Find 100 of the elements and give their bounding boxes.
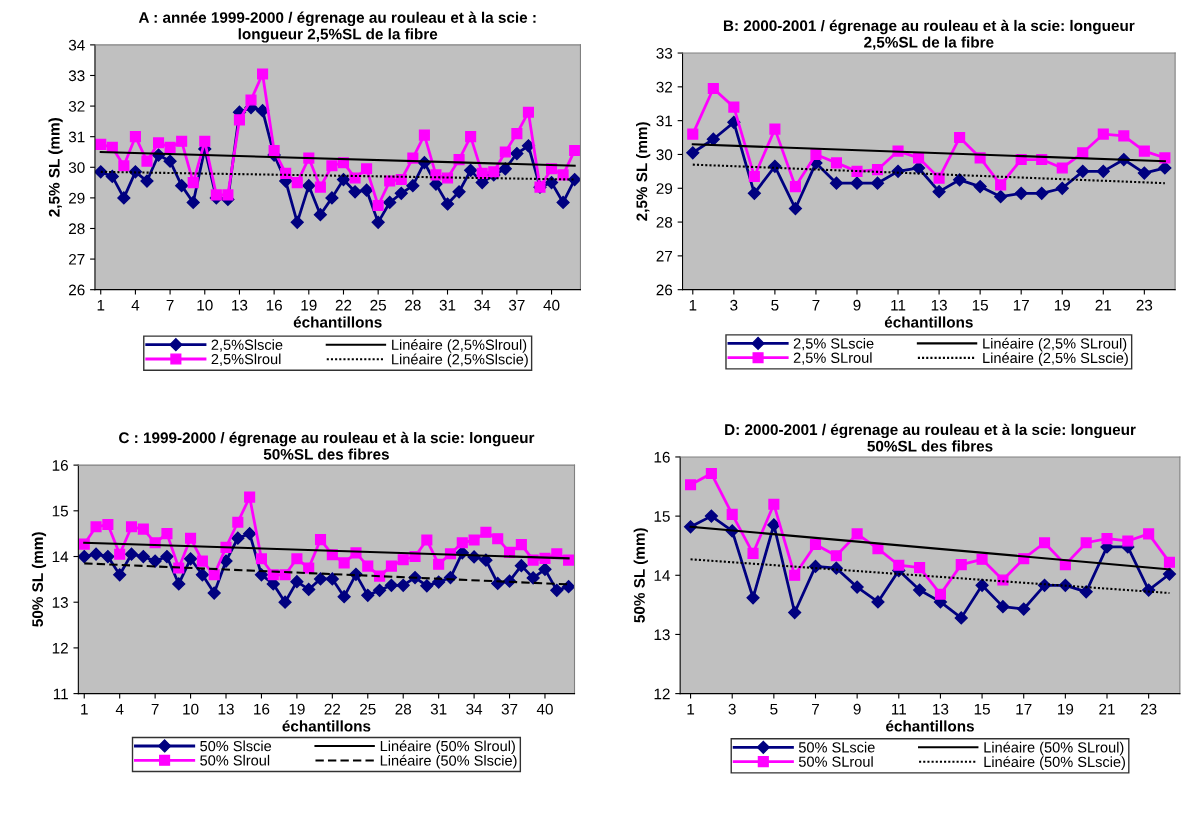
point bbox=[433, 558, 445, 570]
point bbox=[232, 516, 244, 528]
point bbox=[125, 521, 138, 533]
point bbox=[706, 132, 720, 146]
point bbox=[973, 179, 987, 194]
point bbox=[361, 588, 375, 602]
point bbox=[255, 104, 270, 118]
point bbox=[1056, 162, 1068, 174]
point bbox=[371, 215, 385, 229]
point bbox=[105, 169, 119, 184]
point bbox=[361, 163, 373, 175]
point bbox=[406, 179, 420, 193]
point bbox=[515, 539, 527, 551]
point bbox=[468, 534, 480, 546]
point bbox=[994, 190, 1008, 204]
legend-label: Linéaire (2,5%Slscie) bbox=[392, 353, 528, 368]
point bbox=[522, 106, 534, 118]
point bbox=[526, 571, 540, 585]
point bbox=[89, 547, 103, 561]
point bbox=[362, 560, 374, 572]
y-tick-label: 16 bbox=[52, 459, 68, 471]
point bbox=[245, 94, 257, 106]
x-tick-label: 31 bbox=[439, 299, 456, 311]
point bbox=[955, 559, 967, 571]
point bbox=[871, 595, 885, 609]
point bbox=[233, 114, 246, 126]
point bbox=[186, 195, 200, 210]
point bbox=[1101, 533, 1113, 545]
y-tick-label: 33 bbox=[68, 70, 85, 82]
point bbox=[231, 531, 245, 545]
point bbox=[187, 177, 199, 189]
point bbox=[913, 583, 927, 597]
point bbox=[562, 580, 575, 594]
point bbox=[1137, 166, 1151, 180]
point bbox=[172, 577, 186, 591]
y-tick-label: 13 bbox=[52, 597, 68, 608]
x-tick-label: 1 bbox=[81, 703, 88, 715]
point bbox=[385, 560, 397, 572]
x-tick-label: 21 bbox=[1099, 703, 1115, 715]
legend-label: 2,5% SLroul bbox=[793, 352, 872, 365]
x-axis-title: échantillons bbox=[282, 720, 371, 732]
point bbox=[175, 179, 189, 193]
point bbox=[349, 172, 361, 184]
point bbox=[268, 144, 280, 157]
legend-label: Linéaire (50% Slroul) bbox=[380, 740, 515, 755]
point bbox=[934, 588, 946, 600]
point bbox=[705, 467, 717, 480]
point bbox=[954, 611, 968, 625]
y-axis-title: 2,5% SL (mm) bbox=[636, 122, 651, 221]
y-tick-label: 15 bbox=[654, 511, 670, 522]
point bbox=[521, 139, 536, 153]
x-tick-label: 7 bbox=[812, 703, 819, 715]
point bbox=[440, 197, 455, 211]
y-tick-label: 14 bbox=[654, 570, 670, 581]
x-tick-label: 10 bbox=[197, 299, 213, 311]
point bbox=[809, 538, 822, 551]
x-tick-label: 17 bbox=[1013, 299, 1029, 311]
point bbox=[176, 135, 188, 147]
x-tick-label: 13 bbox=[232, 299, 248, 311]
point bbox=[183, 552, 198, 566]
point bbox=[90, 521, 102, 533]
legend-label: Linéaire (50% Slscie) bbox=[380, 754, 517, 769]
point bbox=[492, 533, 504, 545]
point bbox=[1055, 181, 1069, 195]
point bbox=[1017, 602, 1031, 616]
point bbox=[788, 605, 802, 620]
point bbox=[1097, 128, 1109, 140]
point bbox=[207, 586, 221, 600]
x-tick-label: 21 bbox=[1095, 299, 1112, 311]
y-tick-label: 27 bbox=[69, 253, 85, 265]
point bbox=[243, 527, 257, 541]
point bbox=[830, 157, 843, 169]
y-tick-label: 13 bbox=[654, 629, 670, 641]
point bbox=[499, 146, 511, 158]
x-tick-label: 16 bbox=[266, 299, 282, 311]
point bbox=[726, 508, 738, 520]
point bbox=[914, 562, 926, 574]
point bbox=[118, 160, 130, 172]
point bbox=[102, 518, 114, 531]
point bbox=[1077, 147, 1089, 159]
point bbox=[348, 185, 362, 199]
point bbox=[152, 137, 165, 149]
point bbox=[338, 557, 350, 569]
y-tick-label: 33 bbox=[656, 47, 673, 59]
y-tick-label: 29 bbox=[656, 183, 673, 194]
point bbox=[538, 562, 552, 576]
point bbox=[728, 101, 740, 113]
point bbox=[124, 547, 139, 561]
legend-label: Linéaire (2,5% SLroul) bbox=[983, 337, 1127, 352]
y-tick-label: 31 bbox=[68, 131, 85, 143]
point bbox=[996, 600, 1010, 614]
legend-label: 50% SLscie bbox=[798, 741, 875, 753]
point bbox=[101, 549, 115, 564]
x-tick-label: 1 bbox=[97, 299, 105, 311]
point bbox=[337, 590, 351, 604]
point bbox=[196, 555, 208, 567]
point bbox=[185, 532, 197, 544]
point bbox=[195, 568, 209, 582]
point bbox=[465, 131, 477, 143]
point bbox=[686, 146, 700, 160]
